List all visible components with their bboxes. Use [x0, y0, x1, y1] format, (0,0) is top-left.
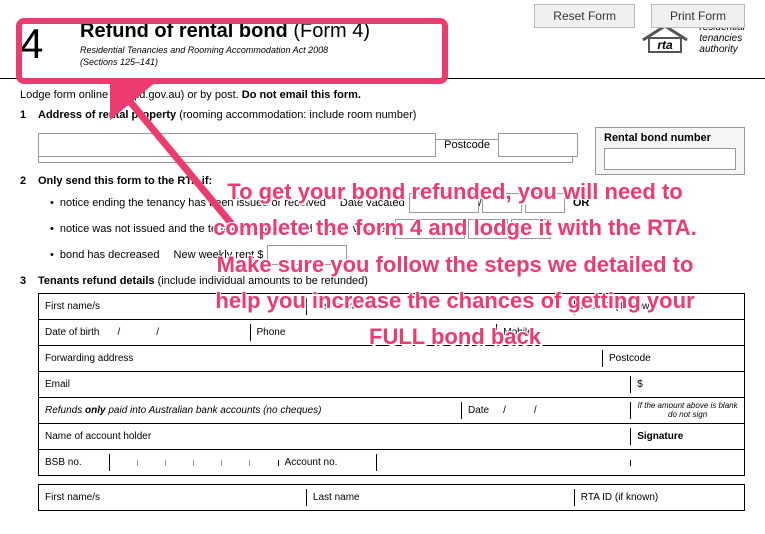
or-2: OR: [559, 223, 576, 235]
section-3-num: 3: [20, 275, 38, 287]
dob-label: Date of birth: [45, 327, 99, 338]
date-vacated-input-2[interactable]: [395, 219, 465, 239]
date-label: Date: [468, 405, 489, 416]
tenant-details-table-2: First name/s Last name RTA ID (if known): [38, 484, 745, 511]
date-vacated-input-1[interactable]: [409, 193, 479, 213]
date-vacated-input-1b[interactable]: [482, 193, 522, 213]
bullet-3-text: bond has decreased: [60, 249, 160, 261]
fwd-postcode-label: Postcode: [603, 350, 744, 367]
date-vacated-input-2b[interactable]: [468, 219, 508, 239]
bond-number-input[interactable]: [604, 148, 736, 170]
firstname-label: First name/s: [39, 298, 307, 315]
mobile-label: Mobile: [497, 324, 744, 341]
bond-number-label: Rental bond number: [604, 132, 736, 144]
or-1: OR: [573, 197, 590, 209]
form-subtitle-sections: (Sections 125–141): [80, 57, 639, 67]
amount-label: $: [631, 376, 744, 393]
bullet-icon: •: [50, 223, 54, 235]
bullet-1-text: notice ending the tenancy has been issue…: [60, 197, 326, 209]
lastname-label: Last name: [307, 298, 575, 315]
postcode-label: Postcode: [444, 139, 490, 151]
svg-text:rta: rta: [658, 38, 674, 52]
blank-note: If the amount above is blank do not sign: [631, 399, 744, 423]
date-vacated-label-2: Date vacated: [326, 223, 391, 235]
lastname-label-2: Last name: [307, 489, 575, 506]
new-rent-label: New weekly rent $: [174, 249, 264, 261]
logo-text-2: tenancies: [699, 33, 745, 44]
section-2-label: Only send this form to the RTA if:: [38, 175, 212, 187]
reset-form-button[interactable]: Reset Form: [534, 4, 635, 28]
bullet-2-text: notice was not issued and the tenants ha…: [60, 223, 313, 235]
new-rent-input[interactable]: [267, 245, 347, 265]
bond-number-block: Rental bond number: [595, 127, 745, 175]
section-1-label: Address of rental property (rooming acco…: [38, 109, 416, 121]
logo-text-3: authority: [699, 44, 745, 55]
date-vacated-input-1c[interactable]: [525, 193, 565, 213]
tenant-details-table-1: First name/s Last name RTA ID (if known)…: [38, 293, 745, 476]
print-form-button[interactable]: Print Form: [651, 4, 745, 28]
section-3-label: Tenants refund details (include individu…: [38, 275, 368, 287]
rtaid-label: RTA ID (if known): [575, 298, 744, 315]
form-subtitle-act: Residential Tenancies and Rooming Accomm…: [80, 45, 639, 55]
bsb-label: BSB no.: [39, 454, 110, 471]
fwd-address-label: Forwarding address: [39, 350, 603, 367]
address-line2-input[interactable]: [38, 133, 436, 157]
bullet-icon: •: [50, 197, 54, 209]
date-vacated-input-2c[interactable]: [511, 219, 551, 239]
firstname-label-2: First name/s: [39, 489, 307, 506]
rtaid-label-2: RTA ID (if known): [575, 489, 744, 506]
email-label: Email: [39, 376, 631, 393]
section-1-num: 1: [20, 109, 38, 121]
refunds-note: Refunds only paid into Australian bank a…: [39, 402, 462, 419]
account-holder-label: Name of account holder: [39, 428, 631, 445]
signature-label: Signature: [631, 428, 744, 445]
section-2-num: 2: [20, 175, 38, 187]
phone-label: Phone: [251, 324, 498, 341]
date-vacated-label-1: Date vacated: [340, 197, 405, 209]
lodge-instruction: Lodge form online (rta.qld.gov.au) or by…: [20, 89, 745, 101]
account-no-label: Account no.: [279, 454, 378, 471]
form-number: 4: [20, 20, 60, 68]
bullet-icon: •: [50, 249, 54, 261]
postcode-input[interactable]: [498, 133, 578, 157]
